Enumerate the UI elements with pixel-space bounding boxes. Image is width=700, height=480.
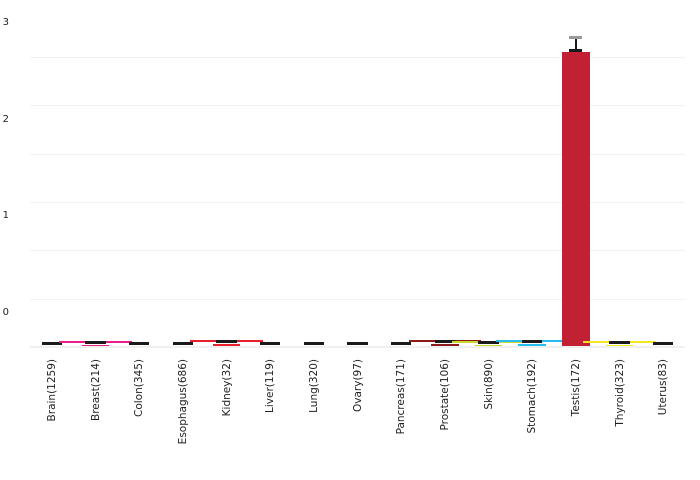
x-axis-tick-label: Prostate(106) xyxy=(438,359,451,431)
x-axis-tick-label: Esophagus(686) xyxy=(176,359,189,445)
bar-value-marker xyxy=(347,342,368,346)
bar-group[interactable] xyxy=(256,33,285,347)
bar-group[interactable] xyxy=(37,33,66,347)
bar-group[interactable] xyxy=(343,33,372,347)
bar-group[interactable] xyxy=(387,33,416,347)
x-axis-tick-label: Thyroid(323) xyxy=(613,359,626,427)
x-axis-tick-label: Colon(345) xyxy=(133,359,146,417)
x-axis-tick-label: Liver(119) xyxy=(264,359,277,413)
x-axis-tick-label: Ovary(97) xyxy=(351,359,364,412)
bar-value-marker xyxy=(85,341,106,345)
bar-value-marker xyxy=(260,342,281,346)
bar-value-marker xyxy=(434,340,455,344)
bar-value-marker xyxy=(216,340,237,344)
bar-group[interactable] xyxy=(190,33,263,347)
bar-value-marker xyxy=(172,342,193,346)
bar-value-marker xyxy=(478,341,499,345)
bar-value-marker xyxy=(653,342,674,346)
bar-value-marker xyxy=(303,342,324,346)
bar-group[interactable] xyxy=(561,33,590,347)
bar-group[interactable] xyxy=(452,33,525,347)
bar[interactable] xyxy=(518,344,547,347)
y-axis-tick-label-1: 1 xyxy=(2,210,9,222)
error-bar-cap-top xyxy=(569,35,583,39)
bar-group[interactable] xyxy=(59,33,132,347)
bar-group[interactable] xyxy=(583,33,656,347)
error-bar-cap-bottom xyxy=(569,49,583,53)
x-axis-tick-label: Pancreas(171) xyxy=(395,359,408,435)
x-axis-tick-label: Lung(320) xyxy=(307,359,320,413)
gridline-minor xyxy=(30,298,685,300)
x-axis-tick-label: Testis(172) xyxy=(569,359,582,417)
gridline-major xyxy=(30,347,685,348)
bar-value-marker xyxy=(391,342,412,346)
x-axis-tick-label: Kidney(32) xyxy=(220,359,233,417)
gridline-major xyxy=(30,153,685,155)
x-axis-tick-label: Breast(214) xyxy=(89,359,102,422)
bar-value-marker xyxy=(41,342,62,346)
x-axis-tick-label: Uterus(83) xyxy=(657,359,670,416)
x-axis-tick-label: Skin(890) xyxy=(482,359,495,410)
bar-group[interactable] xyxy=(408,33,482,347)
gridline-major xyxy=(30,250,685,252)
bar-value-marker xyxy=(129,342,150,346)
gridline-minor xyxy=(30,105,685,107)
x-axis-tick-label: Stomach(192) xyxy=(526,359,539,434)
y-axis-tick-label-0: 0 xyxy=(2,307,9,318)
plot-area xyxy=(30,33,685,348)
x-axis-labels: Brain(1259) Breast(214) Colon(345) Esophagu… xyxy=(30,347,685,480)
y-axis-tick-label-3: 3 xyxy=(2,16,9,28)
bar-group[interactable] xyxy=(125,33,154,347)
gridline-major xyxy=(30,57,685,59)
bar-group[interactable] xyxy=(168,33,197,347)
bar-series xyxy=(30,33,685,347)
bar-value-marker xyxy=(522,340,543,344)
bar-group[interactable] xyxy=(299,33,328,347)
y-axis-tick-label-2: 2 xyxy=(2,113,9,125)
x-axis-tick-label: Brain(1259) xyxy=(45,359,58,422)
bar[interactable] xyxy=(212,344,241,347)
bar-group[interactable] xyxy=(649,33,678,347)
bar[interactable] xyxy=(561,52,590,347)
bar-value-marker xyxy=(609,341,630,345)
gridline-minor xyxy=(30,202,685,204)
bar[interactable] xyxy=(430,344,459,347)
error-bar-whisker xyxy=(574,38,577,53)
axis-baseline xyxy=(30,346,685,347)
bar-group[interactable] xyxy=(495,33,569,347)
